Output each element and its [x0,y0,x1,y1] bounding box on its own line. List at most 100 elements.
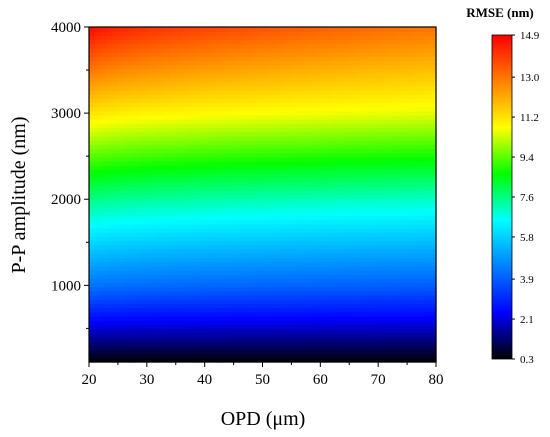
heatmap-cell [141,198,148,204]
heatmap-cell [210,181,217,187]
heatmap-cell [152,31,159,36]
heatmap-cell [123,257,131,263]
heatmap-cell [227,357,235,363]
heatmap-cell [372,110,379,116]
heatmap-cell [407,73,414,78]
heatmap-cell [94,311,102,317]
heatmap-cell [175,236,183,242]
heatmap-cell [291,73,298,78]
heatmap-cell [204,345,212,351]
heatmap-cell [222,341,229,346]
heatmap-cell [366,131,373,137]
heatmap-cell [372,357,379,363]
heatmap-cell [279,140,287,145]
heatmap-cell [198,336,206,342]
heatmap-cell [360,198,368,204]
heatmap-cell [412,94,420,99]
heatmap-cell [268,274,275,279]
heatmap-cell [337,156,345,162]
heatmap-cell [141,144,148,150]
heatmap-cell [135,353,142,359]
heatmap-cell [158,324,165,330]
heatmap-cell [355,303,362,309]
heatmap-cell [129,43,136,49]
heatmap-cell [158,131,165,137]
heatmap-cell [193,148,200,154]
heatmap-cell [268,56,275,62]
heatmap-cell [233,328,240,334]
heatmap-cell [94,236,102,242]
heatmap-cell [152,198,159,204]
heatmap-cell [141,282,148,288]
heatmap-cell [204,131,212,137]
heatmap-cell [372,295,379,300]
heatmap-cell [256,114,264,120]
heatmap-cell [430,265,437,271]
heatmap-cell [279,223,287,229]
heatmap-cell [181,211,188,217]
heatmap-cell [320,43,327,49]
heatmap-cell [112,232,119,237]
heatmap-cell [297,131,304,137]
heatmap-cell [250,194,258,200]
heatmap-cell [378,303,385,309]
heatmap-cell [343,177,350,183]
heatmap-cell [152,253,159,258]
heatmap-cell [430,307,437,313]
heatmap-cell [401,307,408,313]
heatmap-cell [401,240,408,246]
heatmap-cell [383,328,391,334]
heatmap-cell [94,73,102,78]
heatmap-cell [407,60,414,66]
heatmap-cell [222,77,229,83]
heatmap-cell [135,269,142,275]
heatmap-cell [181,324,188,330]
heatmap-cell [250,156,258,162]
heatmap-cell [123,349,131,355]
heatmap-cell [314,257,321,263]
heatmap-cell [146,336,154,342]
heatmap-cell [117,295,125,300]
heatmap-cell [152,119,159,124]
heatmap-cell [89,261,96,267]
heatmap-cell [337,60,345,66]
heatmap-cell [285,186,293,191]
heatmap-cell [285,353,293,359]
heatmap-cell [274,173,281,179]
heatmap-cell [308,27,316,32]
heatmap-cell [343,47,350,53]
heatmap-cell [360,345,368,351]
heatmap-cell [331,47,339,53]
heatmap-cell [256,219,264,225]
heatmap-cell [245,290,252,296]
heatmap-cell [314,68,321,74]
heatmap-cell [250,181,258,187]
heatmap-cell [106,64,113,70]
heatmap-cell [106,194,113,200]
heatmap-cell [152,56,159,62]
heatmap-cell [274,290,281,296]
heatmap-cell [129,119,136,124]
heatmap-cell [141,236,148,242]
heatmap-cell [366,186,373,191]
heatmap-cell [175,261,183,267]
heatmap-cell [175,295,183,300]
heatmap-cell [262,27,269,32]
heatmap-cell [204,311,212,317]
heatmap-cell [216,324,223,330]
heatmap-cell [326,39,333,45]
heatmap-cell [198,202,206,208]
heatmap-cell [343,202,350,208]
heatmap-cell [152,290,159,296]
heatmap-cell [418,320,426,325]
heatmap-cell [169,110,177,116]
heatmap-cell [129,123,136,129]
heatmap-cell [360,31,368,36]
heatmap-cell [285,114,293,120]
heatmap-cell [181,68,188,74]
heatmap-cell [337,68,345,74]
heatmap-cell [164,52,171,57]
heatmap-cell [198,77,206,83]
heatmap-cell [187,328,194,334]
heatmap-cell [216,211,223,217]
